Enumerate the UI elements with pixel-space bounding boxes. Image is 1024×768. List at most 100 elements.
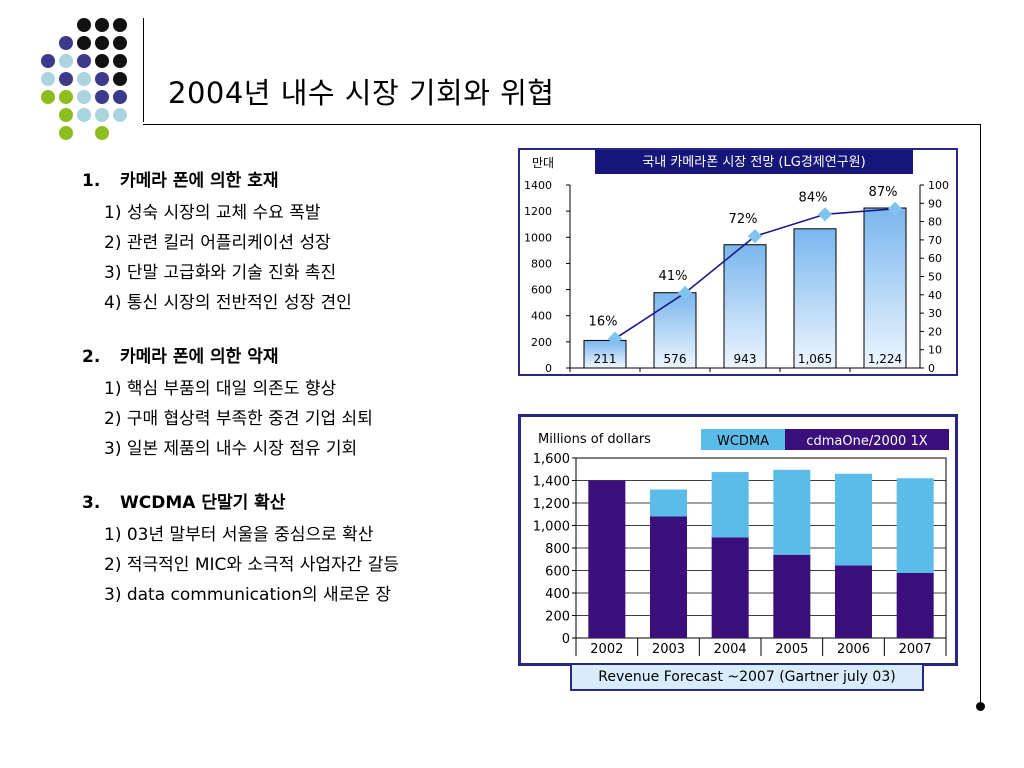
section-3: 3. WCDMA 단말기 확산 1) 03년 말부터 서울을 중심으로 확산 2)… [82, 488, 512, 610]
list-item: 1) 03년 말부터 서울을 중심으로 확산 [104, 525, 374, 545]
decorative-dot [95, 108, 109, 122]
chart-title-banner [595, 150, 913, 174]
y-tick-label: 0 [545, 362, 552, 374]
decorative-dot [113, 72, 127, 86]
y-axis-unit-label: Millions of dollars [538, 432, 651, 447]
y-right-tick-label: 100 [928, 179, 949, 192]
bar-wcdma [896, 478, 934, 573]
x-tick-label: 2006 [837, 642, 870, 657]
bar-value-label: 211 [594, 352, 617, 366]
title-divider [143, 18, 144, 122]
revenue-forecast-chart: Millions of dollars WCDMA cdmaOne/2000 1X 0… [533, 429, 949, 657]
bar-wcdma [773, 469, 811, 555]
camera-phone-forecast-chart-frame: 국내 카메라폰 시장 전망 (LG경제연구원) 만대 0 200 400 600 800 10… [518, 148, 958, 395]
bar [653, 292, 697, 369]
share-value-label: 87% [869, 185, 898, 200]
share-value-label: 41% [659, 269, 688, 284]
decorative-dot [41, 90, 55, 104]
share-marker [887, 201, 903, 216]
bar-value-label: 576 [664, 352, 687, 366]
frame-rule-top [143, 124, 981, 125]
decorative-dot [59, 36, 73, 50]
x-tick-label: 2002 [590, 642, 623, 657]
bar [583, 339, 627, 369]
section-2: 2. 카메라 폰에 의한 악재 1) 핵심 부품의 대일 의존도 향상 2) 구매… [82, 342, 512, 464]
y-right-tick-label: 90 [928, 197, 942, 210]
y-tick-label: 1400 [524, 179, 552, 192]
frame-end-dot [976, 702, 985, 711]
y-tick-label: 400 [531, 310, 552, 323]
share-marker [747, 229, 763, 244]
bar-wcdma [835, 473, 872, 566]
decorative-dot [95, 90, 109, 104]
list-item: 3) data communication의 새로운 장 [104, 585, 392, 605]
decorative-dot [59, 90, 73, 104]
revenue-forecast-chart-frame: Millions of dollars WCDMA cdmaOne/2000 1X 0… [518, 414, 958, 666]
x-tick-label: 2004 [714, 642, 747, 657]
section-heading: 2. 카메라 폰에 의한 악재 [82, 342, 512, 367]
section-1: 1. 카메라 폰에 의한 호재 1) 성숙 시장의 교체 수요 폭발 2) 관련 … [82, 166, 512, 318]
list-item: 1) 성숙 시장의 교체 수요 폭발 [104, 203, 321, 223]
list-item: 2) 구매 협상력 부족한 중견 기업 쇠퇴 [104, 409, 373, 429]
list-item: 2) 관련 킬러 어플리케이션 성장 [104, 233, 331, 253]
section-heading: 3. WCDMA 단말기 확산 [82, 488, 512, 513]
bar-cdma [896, 572, 934, 638]
decorative-dot [113, 54, 127, 68]
legend-swatch-cdma [785, 429, 949, 450]
list-item: 2) 적극적인 MIC와 소극적 사업자간 갈등 [104, 555, 399, 575]
decorative-dot [59, 126, 73, 140]
share-value-label: 16% [589, 315, 618, 330]
chart-title: 국내 카메라폰 시장 전망 (LG경제연구원) [642, 155, 865, 170]
chart-caption: Revenue Forecast ~2007 (Gartner july 03) [570, 663, 924, 691]
decorative-dot [77, 90, 91, 104]
y-tick-label: 1,000 [533, 520, 570, 535]
y-tick-label: 800 [531, 257, 552, 270]
y-right-tick-label: 70 [928, 234, 942, 247]
legend-label-wcdma: WCDMA [717, 434, 769, 449]
y-right-tick-label: 40 [928, 289, 942, 302]
y-tick-label: 1,400 [533, 475, 570, 490]
decorative-dot [113, 18, 127, 32]
decorative-dot [95, 18, 109, 32]
bar-value-label: 1,065 [798, 352, 832, 366]
share-marker [607, 331, 623, 346]
list-item: 4) 통신 시장의 전반적인 성장 견인 [104, 293, 352, 313]
y-tick-label: 1,200 [533, 497, 570, 512]
decorative-dot [113, 90, 127, 104]
decorative-dot [41, 72, 55, 86]
decorative-dot [59, 72, 73, 86]
camera-phone-forecast-chart: 국내 카메라폰 시장 전망 (LG경제연구원)만대020040060080010… [524, 150, 949, 395]
decorative-dot [77, 54, 91, 68]
y-tick-label: 400 [545, 587, 570, 602]
y-right-tick-label: 80 [928, 216, 942, 229]
decorative-dot [59, 54, 73, 68]
bar-cdma [711, 537, 749, 638]
x-tick-label: 2007 [899, 642, 932, 657]
decorative-dot [113, 108, 127, 122]
bar-cdma [773, 554, 811, 638]
y-right-tick-label: 0 [928, 362, 935, 374]
decorative-dot [77, 18, 91, 32]
y-right-tick-label: 50 [928, 271, 942, 284]
legend-label-cdma: cdmaOne/2000 1X [806, 434, 927, 449]
decorative-dot [113, 36, 127, 50]
bar [863, 207, 907, 369]
bar [723, 244, 767, 369]
legend-swatch-wcdma [701, 429, 785, 450]
y-tick-label: 200 [545, 610, 570, 625]
y-tick-label: 600 [545, 565, 570, 580]
bar-wcdma [650, 489, 687, 517]
bar-value-label: 943 [734, 352, 757, 366]
y-tick-label: 200 [531, 336, 552, 349]
decorative-dot [77, 108, 91, 122]
decorative-dot-grid [41, 18, 127, 140]
decorative-dot [41, 54, 55, 68]
section-title: 카메라 폰에 의한 악재 [120, 347, 279, 367]
bar [793, 228, 837, 369]
bar-cdma [835, 565, 872, 638]
decorative-dot [95, 72, 109, 86]
y-tick-label: 1000 [524, 231, 552, 244]
y-tick-label: 1,600 [533, 452, 570, 467]
section-number: 3. [82, 493, 101, 513]
list-item: 3) 단말 고급화와 기술 진화 촉진 [104, 263, 337, 283]
